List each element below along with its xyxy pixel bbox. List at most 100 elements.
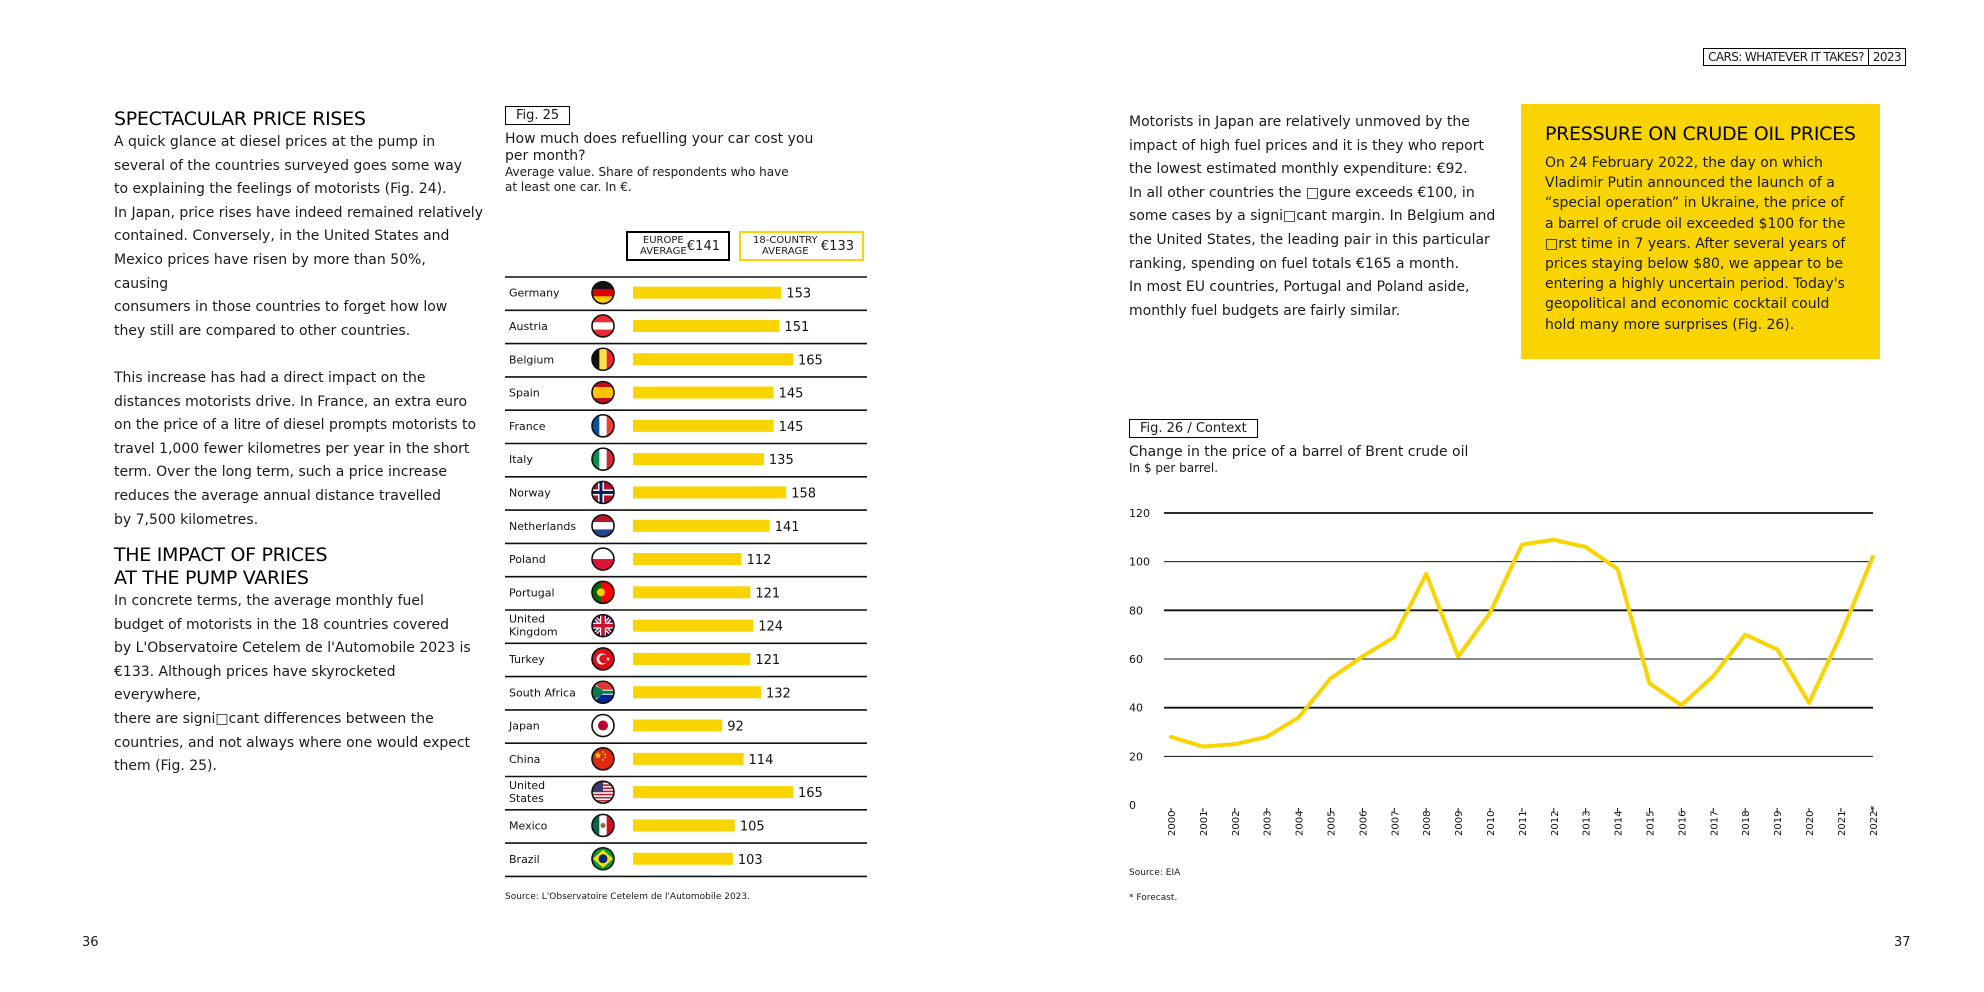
y-tick-label: 40	[1129, 702, 1143, 715]
bar-row-south-africa: South Africa 132	[505, 675, 867, 705]
distance-text-line: distances motorists drive. In France, an…	[114, 393, 468, 410]
united-states-flag	[591, 780, 615, 804]
fig25-label: Fig. 25	[505, 106, 571, 125]
bar-row-austria: Austria 151	[505, 309, 867, 338]
budget-text-line: €133. Although prices have skyrocketed e…	[114, 663, 396, 704]
country-label: Turkey	[508, 653, 545, 666]
country-label: United	[509, 779, 545, 792]
x-tick-label: 2022*	[1869, 806, 1880, 836]
x-tick-label: 2017	[1709, 811, 1720, 836]
distance-text-line: travel 1,000 fewer kilometres per year i…	[114, 440, 470, 457]
x-tick-label: 2002	[1231, 811, 1242, 836]
country-label: Belgium	[509, 353, 554, 366]
bar-value-label: 121	[755, 586, 780, 601]
budget-text-line: In concrete terms, the average monthly f…	[114, 593, 424, 610]
legend-europe-average: EUROPE AVERAGE €141	[626, 231, 730, 261]
fig25-subtitle: Average value. Share of respondents who …	[505, 165, 865, 195]
bar-row-poland: Poland 112	[505, 542, 867, 571]
bar	[633, 353, 793, 366]
country-label: United	[509, 613, 545, 626]
germany-flag	[591, 280, 615, 305]
fig25-title-line-1: How much does refuelling your car cost y…	[505, 131, 814, 147]
japan-text-line: the lowest estimated monthly expenditure…	[1129, 161, 1468, 178]
bar-value-label: 105	[740, 819, 765, 834]
heading-impact-of-prices: THE IMPACT OF PRICES AT THE PUMP VARIES	[114, 544, 484, 590]
country-label: Germany	[509, 287, 560, 300]
bar-row-japan: Japan 92	[505, 709, 867, 738]
spain-flag	[591, 380, 615, 405]
japan-text-line: monthly fuel budgets are fairly similar.	[1129, 302, 1401, 319]
country-label: Netherlands	[509, 520, 576, 533]
budget-text-line: there are signi□cant differences between…	[114, 711, 434, 728]
bar	[633, 286, 782, 299]
bar-row-italy: Italy 135	[505, 442, 867, 471]
x-tick-label: 2000	[1167, 811, 1178, 836]
japan-text-line: impact of high fuel prices and it is the…	[1129, 137, 1484, 154]
bar-row-netherlands: Netherlands 141	[505, 509, 867, 538]
bar	[633, 819, 735, 832]
bar-value-label: 141	[775, 520, 800, 535]
price-rises-text-line: several of the countries surveyed goes s…	[114, 157, 463, 174]
bar-value-label: 121	[755, 653, 780, 668]
poland-flag	[591, 547, 615, 571]
distance-text-line: reduces the average annual distance trav…	[114, 487, 441, 504]
callout-title: PRESSURE ON CRUDE OIL PRICES	[1545, 123, 1856, 145]
bar	[633, 419, 774, 432]
italy-flag	[591, 447, 615, 471]
bar-row-spain: Spain 145	[505, 376, 867, 405]
bar-value-label: 165	[798, 786, 823, 801]
country-label: Poland	[509, 553, 546, 566]
bar-value-label: 145	[779, 420, 804, 435]
legend-europe-average-label: EUROPE AVERAGE	[640, 235, 687, 257]
heading-impact-line-1: THE IMPACT OF PRICES	[114, 544, 328, 567]
x-tick-label: 2006	[1358, 811, 1369, 836]
belgium-flag	[591, 347, 615, 372]
price-rises-text-line: In Japan, price rises have indeed remain…	[114, 204, 483, 221]
fig25-source: Source: L'Observatoire Cetelem de l'Auto…	[505, 892, 750, 902]
y-tick-label: 80	[1129, 604, 1143, 617]
callout-text-line: geopolitical and economic cocktail could	[1545, 296, 1830, 313]
turkey-flag	[591, 647, 615, 671]
country-label: Portugal	[509, 586, 555, 599]
paragraph-japan-motorists: Motorists in Japan are relatively unmove…	[1129, 111, 1509, 323]
austria-flag	[591, 314, 615, 338]
japan-text-line: some cases by a signi□cant margin. In Be…	[1129, 208, 1496, 225]
bar-row-portugal: Portugal 121	[505, 575, 867, 605]
country-label: Mexico	[509, 819, 548, 832]
country-label: Japan	[508, 720, 540, 733]
country-label: Spain	[509, 387, 540, 400]
distance-text-line: This increase has had a direct impact on…	[114, 369, 426, 386]
bar	[633, 619, 754, 632]
bar	[633, 686, 761, 699]
x-tick-label: 2004	[1295, 811, 1306, 836]
x-tick-label: 2016	[1677, 811, 1688, 836]
page-number-right: 37	[1894, 935, 1911, 950]
country-label: Brazil	[509, 853, 540, 866]
country-label: Kingdom	[509, 626, 558, 639]
x-tick-label: 2007	[1390, 811, 1401, 836]
callout-text-line: Vladimir Putin announced the launch of a	[1545, 175, 1835, 192]
bar	[633, 319, 780, 332]
callout-text-line: a barrel of crude oil exceeded $100 for …	[1545, 215, 1846, 232]
china-flag	[591, 747, 615, 771]
fig25-subtitle-line-1: Average value. Share of respondents who …	[505, 165, 789, 179]
budget-text-line: by L'Observatoire Cetelem de l'Automobil…	[114, 640, 471, 657]
fig26-label: Fig. 26 / Context	[1129, 419, 1258, 438]
fig25-title-line-2: per month?	[505, 148, 586, 164]
y-tick-label: 100	[1129, 556, 1150, 569]
country-label: Italy	[509, 453, 533, 466]
legend-18-country-average-value: €133	[820, 238, 854, 254]
bar-value-label: 92	[727, 720, 744, 735]
bar-row-france: France 145	[505, 409, 867, 438]
price-rises-text-line: to explaining the feelings of motorists …	[114, 181, 447, 198]
fig26-line-chart: 0 20 40 60 80 100 120 2000 2001 2002 2003 2004 2005 2…	[1129, 507, 1880, 836]
callout-text: On 24 February 2022, the day on which Vla…	[1545, 153, 1860, 335]
fig26-subtitle: In $ per barrel.	[1129, 461, 1219, 475]
bar	[633, 453, 764, 466]
callout-text-line: □rst time in 7 years. After several year…	[1545, 235, 1846, 252]
callout-text-line: entering a highly uncertain period. Toda…	[1545, 276, 1845, 293]
bar-row-belgium: Belgium 165	[505, 342, 867, 372]
y-tick-label: 20	[1129, 750, 1143, 763]
bar	[633, 752, 744, 765]
